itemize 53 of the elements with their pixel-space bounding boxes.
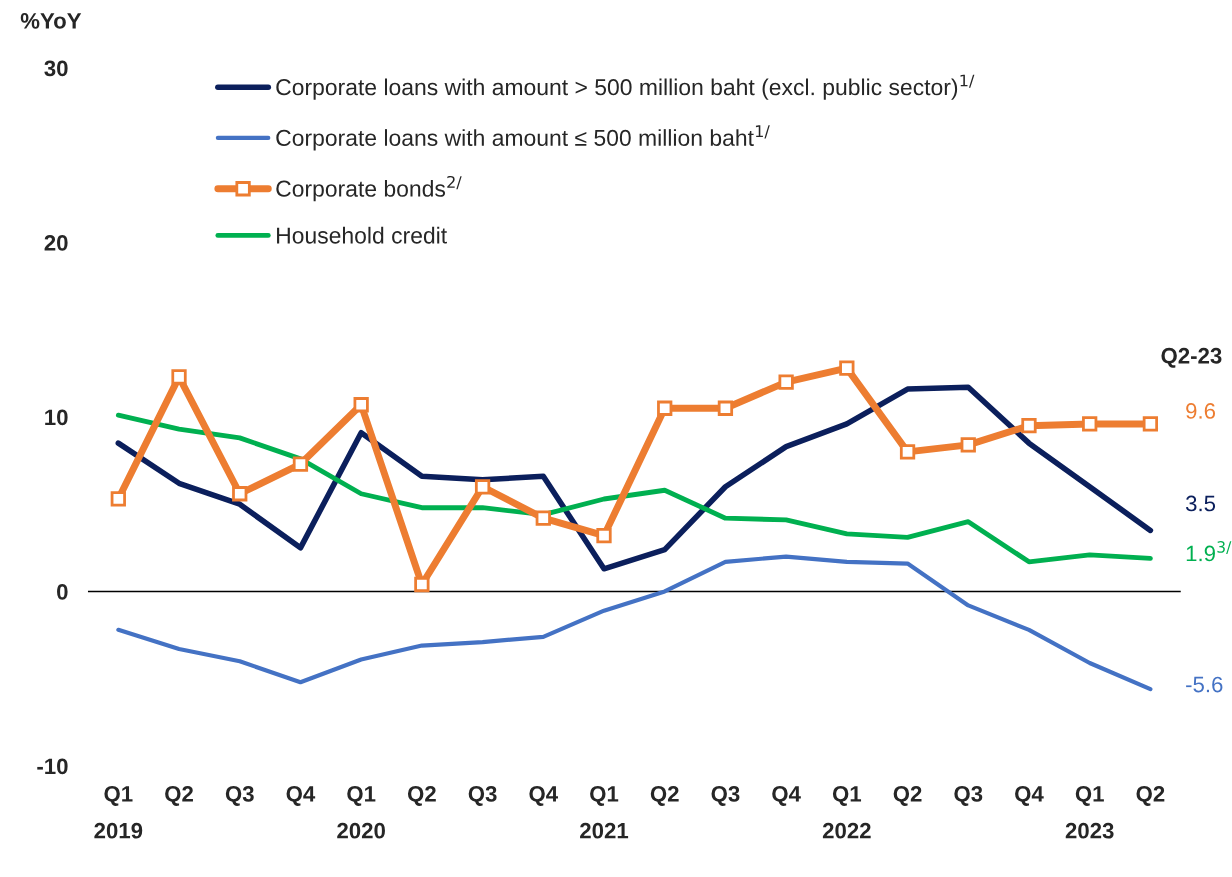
legend-label: Corporate loans with amount ≤ 500 million baht$^{1/}$: [276, 125, 770, 151]
x-tick-label: Q2: [893, 786, 922, 806]
point: [839, 360, 855, 376]
point: [232, 486, 248, 502]
point: [110, 491, 126, 507]
x-tick-label: Q3: [954, 786, 983, 806]
x-tick-label: Q4: [772, 786, 801, 806]
point: [292, 456, 309, 472]
x-tick-label: Q2: [407, 786, 436, 806]
x-tick-label: Q2: [1136, 786, 1165, 806]
point: [353, 397, 369, 413]
point: [414, 576, 430, 593]
x-tick-label: Q1 2020: [337, 786, 385, 839]
x-tick-label: Q4: [286, 786, 316, 806]
point: [778, 374, 794, 390]
point: [657, 400, 673, 416]
x-tick-label: Q3: [711, 786, 740, 806]
y-axis-title: %YoY: [20, 12, 82, 29]
point: [1021, 418, 1037, 434]
y-tick-label: 20: [44, 235, 68, 251]
point: [899, 444, 916, 460]
y-tick-label: 30: [44, 60, 68, 77]
x-tick-label: Q2: [165, 786, 193, 806]
x-tick-label: Q1 2022: [822, 786, 871, 839]
point: [1142, 416, 1159, 432]
x-tick-label: Q1 2019: [94, 786, 143, 839]
point: [474, 479, 491, 495]
x-tick-label: Q3: [225, 786, 254, 806]
data-label: 1.9$^{3/}$: [1186, 541, 1232, 562]
y-tick-label: -10: [37, 758, 68, 775]
legend-label: Corporate loans with amount > 500 million baht (excl. public sector)$^{1/}$: [276, 74, 975, 100]
x-tick-label: Q3: [468, 786, 497, 806]
x-tick-label: Q4: [529, 786, 558, 806]
point: [535, 510, 551, 526]
point: [171, 369, 187, 385]
x-tick-label: Q1 2023: [1065, 786, 1114, 839]
point: [717, 400, 734, 416]
legend-label: Household credit: [277, 226, 447, 244]
annotation: Q2-23: [1161, 347, 1222, 368]
data-label: 3.5: [1185, 495, 1216, 512]
data-label: -5.6: [1186, 676, 1223, 693]
data-label: 9.6: [1186, 403, 1216, 419]
point: [596, 527, 612, 544]
x-tick-label: Q4: [1015, 786, 1044, 806]
point: [960, 437, 976, 453]
y-tick-label: 0: [57, 584, 68, 600]
x-tick-label: Q2: [650, 786, 679, 806]
point: [1082, 416, 1098, 432]
line-series: [116, 554, 1153, 692]
x-tick-label: Q1 2021: [580, 786, 629, 839]
y-tick-label: 10: [45, 409, 68, 426]
line-series: [115, 412, 1153, 565]
legend-label: Corporate bonds$^{2/}$: [276, 175, 462, 202]
